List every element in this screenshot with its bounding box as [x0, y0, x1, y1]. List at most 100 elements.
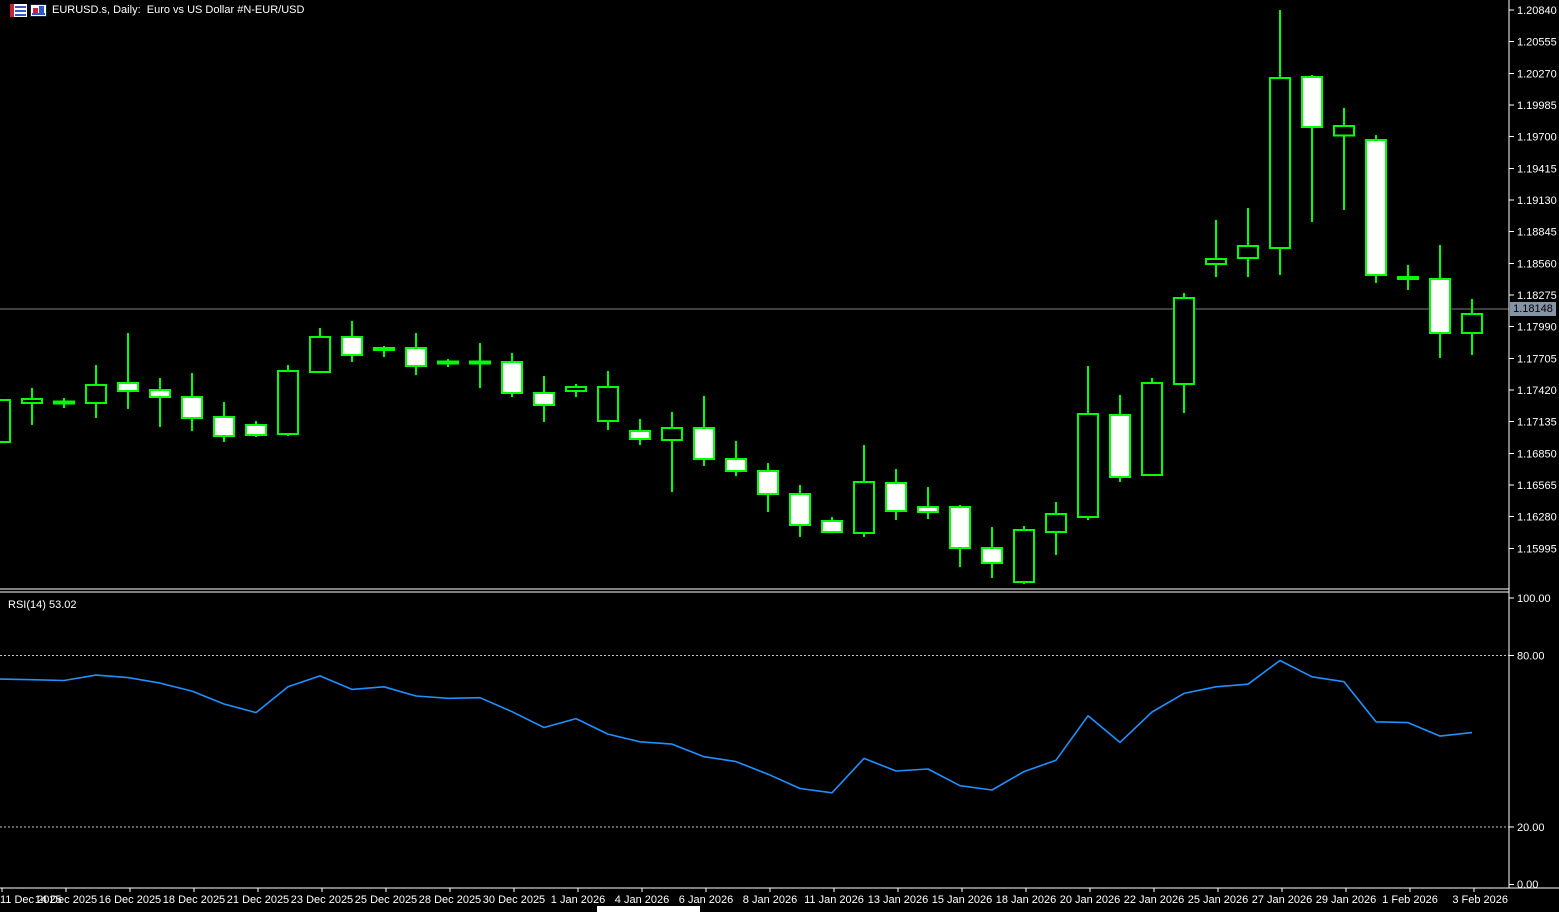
- candle-body-bull: [309, 336, 331, 373]
- candle-body-bear: [117, 382, 139, 392]
- candle-body-bear: [757, 470, 779, 495]
- rsi-indicator-label: RSI(14) 53.02: [8, 599, 77, 611]
- chart-icon: [30, 4, 47, 17]
- candle-body-bear: [693, 427, 715, 460]
- panel-frame: [0, 0, 1559, 889]
- candle-body-bull: [53, 400, 75, 405]
- candle-body-bear: [149, 389, 171, 398]
- price-axis-label: 1.19415: [1517, 163, 1557, 175]
- candle-body-bear: [405, 347, 427, 367]
- candle-body-bear: [501, 361, 523, 394]
- price-axis-label: 1.19130: [1517, 195, 1557, 207]
- price-axis-label: 1.20840: [1517, 5, 1557, 17]
- candle-body-bear: [245, 424, 267, 436]
- candle-body-bear: [533, 392, 555, 406]
- candle-body-bear: [1301, 76, 1323, 128]
- time-axis-label: 21 Dec 2025: [227, 894, 289, 906]
- candle-body-bull: [1173, 297, 1195, 385]
- candle-body-bull: [469, 360, 491, 365]
- candle-body-bull: [1237, 245, 1259, 259]
- price-axis-label: 1.20270: [1517, 68, 1557, 80]
- time-axis-label: 23 Dec 2025: [291, 894, 353, 906]
- candle-body-bear: [885, 482, 907, 512]
- rsi-axis-label: 20.00: [1517, 822, 1545, 834]
- rsi-line: [0, 659, 1473, 794]
- horizontal-scrollbar-thumb[interactable]: [597, 906, 700, 912]
- candle-body-bear: [917, 506, 939, 513]
- candle-body-bull: [661, 427, 683, 441]
- price-axis-label: 1.19985: [1517, 100, 1557, 112]
- time-axis-label: 11 Dec 2025: [0, 894, 62, 906]
- candle-body-bull: [85, 384, 107, 404]
- candle-body-bull: [565, 386, 587, 392]
- candle-body-bear: [1429, 278, 1451, 334]
- chart-title: EURUSD.s, Daily: Euro vs US Dollar #N-EU…: [52, 4, 305, 16]
- time-axis-label: 3 Feb 2026: [1452, 894, 1508, 906]
- candle-body-bull: [1077, 413, 1099, 518]
- price-axis-label: 1.17705: [1517, 353, 1557, 365]
- time-axis-label: 30 Dec 2025: [483, 894, 545, 906]
- price-axis-label: 1.18275: [1517, 290, 1557, 302]
- candle-body-bull: [1461, 313, 1483, 334]
- time-axis-label: 25 Jan 2026: [1188, 894, 1249, 906]
- candle-body-bear: [1365, 139, 1387, 276]
- rsi-axis-label: 0.00: [1517, 879, 1538, 891]
- candle-body-bull: [277, 370, 299, 435]
- candle-body-bull: [1397, 276, 1419, 280]
- time-axis-label: 14 Dec 2025: [35, 894, 97, 906]
- candle-body-bull: [597, 386, 619, 422]
- candle-body-bear: [181, 396, 203, 419]
- candle-body-bull: [1045, 513, 1067, 533]
- time-axis-label: 1 Feb 2026: [1382, 894, 1438, 906]
- price-axis-label: 1.16280: [1517, 512, 1557, 524]
- rsi-axis[interactable]: 100.00 80.00 20.00 0.00: [1509, 593, 1551, 891]
- rsi-guide-levels: [0, 654, 1509, 828]
- time-axis-label: 20 Jan 2026: [1060, 894, 1121, 906]
- candle-body-bull: [1205, 258, 1227, 265]
- price-axis-label: 1.17135: [1517, 417, 1557, 429]
- price-axis-label: 1.20555: [1517, 37, 1557, 49]
- time-axis-label: 13 Jan 2026: [868, 894, 929, 906]
- candle-body-bear: [821, 520, 843, 533]
- price-axis-label: 1.18560: [1517, 258, 1557, 270]
- price-axis-label: 1.17420: [1517, 385, 1557, 397]
- price-axis-label: 1.17990: [1517, 322, 1557, 334]
- rsi-axis-label: 80.00: [1517, 650, 1545, 662]
- time-axis-label: 11 Jan 2026: [804, 894, 864, 906]
- candle-body-bull: [853, 481, 875, 534]
- time-axis-label: 29 Jan 2026: [1316, 894, 1377, 906]
- candle-body-bear: [949, 506, 971, 549]
- time-axis-label: 8 Jan 2026: [743, 894, 797, 906]
- time-axis-label: 25 Dec 2025: [355, 894, 417, 906]
- candle-body-bull: [1013, 529, 1035, 583]
- time-axis-label: 16 Dec 2025: [99, 894, 161, 906]
- price-axis[interactable]: 1.20840 1.20555 1.20270 1.19985 1.19700 1.194…: [1509, 5, 1557, 555]
- candle-body-bull: [21, 398, 43, 404]
- candle-body-bull: [1269, 77, 1291, 249]
- price-axis-label: 1.16565: [1517, 480, 1557, 492]
- candle-body-bull: [1333, 125, 1355, 137]
- time-axis-label: 6 Jan 2026: [679, 894, 733, 906]
- market-watch-icon: [10, 4, 27, 17]
- time-axis-label: 22 Jan 2026: [1124, 894, 1185, 906]
- candle-body-bear: [629, 430, 651, 440]
- time-axis-label: 18 Dec 2025: [163, 894, 225, 906]
- candle-body-bull: [0, 399, 11, 443]
- candlesticks: [0, 10, 1483, 584]
- current-price-badge: 1.18148: [1510, 302, 1556, 317]
- time-axis-label: 15 Jan 2026: [932, 894, 993, 906]
- candle-body-bear: [213, 416, 235, 437]
- time-axis-label: 28 Dec 2025: [419, 894, 481, 906]
- price-axis-label: 1.19700: [1517, 132, 1557, 144]
- rsi-axis-label: 100.00: [1517, 593, 1551, 605]
- time-axis-label: 4 Jan 2026: [615, 894, 669, 906]
- candle-body-bull: [1141, 382, 1163, 476]
- candle-body-bear: [725, 458, 747, 472]
- candle-body-bull: [437, 360, 459, 365]
- time-axis-label: 1 Jan 2026: [551, 894, 605, 906]
- price-axis-label: 1.16850: [1517, 448, 1557, 460]
- price-axis-label: 1.15995: [1517, 543, 1557, 555]
